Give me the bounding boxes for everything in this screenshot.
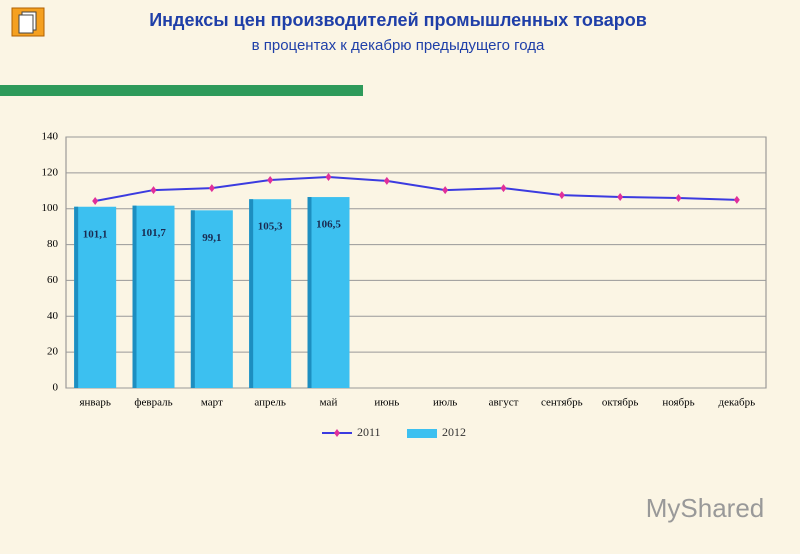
x-tick-label: сентябрь <box>541 397 583 409</box>
x-tick-label: май <box>320 397 338 409</box>
value-label: 101,7 <box>141 227 166 239</box>
x-tick-label: июнь <box>374 397 399 409</box>
marker <box>558 191 565 200</box>
legend-label: 2012 <box>442 425 466 439</box>
bar-edge <box>132 205 137 388</box>
marker <box>325 172 332 181</box>
icon <box>11 7 45 37</box>
x-tick-label: октябрь <box>602 397 639 409</box>
bar-edge <box>249 199 254 388</box>
legend-swatch <box>407 429 437 438</box>
x-tick-label: апрель <box>254 397 286 409</box>
x-tick-label: март <box>201 397 223 409</box>
x-tick-label: август <box>489 397 519 409</box>
y-tick-label: 120 <box>42 166 59 178</box>
watermark: MyShared <box>646 493 765 523</box>
y-tick-label: 100 <box>42 202 59 214</box>
value-label: 99,1 <box>202 232 221 244</box>
value-label: 105,3 <box>258 221 283 233</box>
line <box>94 175 737 202</box>
bar-edge <box>190 210 195 388</box>
bar-edge <box>307 197 312 388</box>
marker <box>617 193 624 202</box>
bar <box>132 205 175 388</box>
bar <box>249 199 292 388</box>
x-tick-label: июль <box>433 397 457 409</box>
chart-title: Индексы цен производителей промышленных … <box>149 10 647 30</box>
x-tick-label: декабрь <box>719 397 756 409</box>
y-tick-label: 40 <box>47 310 59 322</box>
y-tick-label: 0 <box>53 382 59 394</box>
marker <box>208 184 215 193</box>
y-tick-label: 20 <box>47 346 59 358</box>
y-tick-label: 140 <box>42 131 59 143</box>
value-label: 101,1 <box>83 228 108 240</box>
chart-subtitle: в процентах к декабрю предыдущего года <box>252 37 545 54</box>
bar <box>190 210 233 388</box>
y-tick-label: 60 <box>47 274 59 286</box>
legend-marker <box>334 429 340 437</box>
value-label: 106,5 <box>316 219 341 231</box>
marker <box>733 195 740 204</box>
marker <box>267 176 274 185</box>
marker <box>150 186 157 195</box>
bar-edge <box>74 206 79 388</box>
marker <box>500 184 507 193</box>
marker <box>675 193 682 202</box>
x-tick-label: январь <box>79 397 110 409</box>
marker <box>442 186 449 195</box>
x-tick-label: ноябрь <box>662 397 694 409</box>
bar <box>74 206 117 388</box>
y-tick-label: 80 <box>47 238 59 250</box>
marker <box>383 176 390 185</box>
marker <box>92 197 99 206</box>
legend-label: 2011 <box>357 425 381 439</box>
bar <box>307 197 350 388</box>
divider <box>0 85 363 96</box>
x-tick-label: февраль <box>134 397 172 409</box>
